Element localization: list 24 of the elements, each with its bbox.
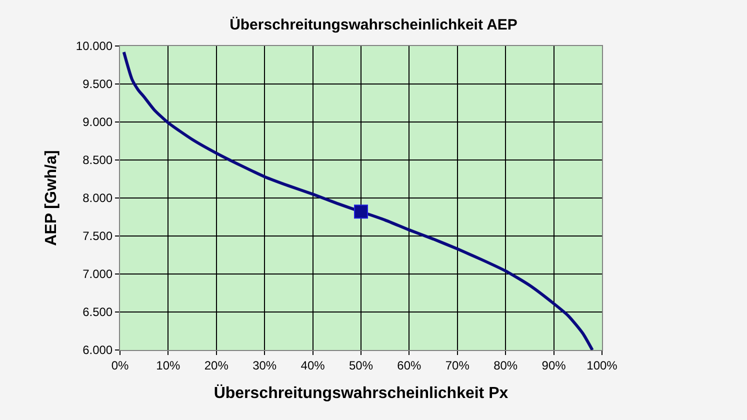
x-tick-label: 10% [156, 358, 181, 372]
x-tick-label: 60% [397, 358, 422, 372]
x-tick-label: 90% [542, 358, 566, 372]
y-tick-label: 10.000 [76, 39, 113, 54]
line-series [122, 50, 594, 350]
y-tick-label: 6.500 [82, 305, 113, 320]
chart-title: Überschreitungswahrscheinlichkeit AEP [230, 16, 518, 34]
y-axis-title: AEP [Gwh/a] [42, 150, 60, 246]
x-tick-label: 40% [300, 358, 326, 372]
x-tick-label: 80% [494, 358, 518, 372]
x-tick-label: 70% [445, 358, 470, 372]
y-tick-label: 6.000 [82, 343, 113, 358]
x-tick-label: 100% [586, 358, 618, 372]
x-tick-label: 20% [204, 358, 229, 372]
y-tick-label: 7.000 [82, 267, 113, 282]
y-tick-label: 7.500 [82, 229, 113, 244]
x-axis-title: Überschreitungswahrscheinlichkeit Px [214, 384, 508, 402]
y-tick-label: 8.000 [82, 191, 113, 206]
y-tick-label: 9.000 [82, 115, 113, 130]
x-tick-label: 0% [111, 358, 129, 372]
x-tick-label: 30% [252, 358, 277, 372]
x-tick-label: 50% [348, 358, 374, 372]
y-tick-label: 8.500 [82, 153, 113, 168]
y-tick-label: 9.500 [82, 77, 113, 92]
